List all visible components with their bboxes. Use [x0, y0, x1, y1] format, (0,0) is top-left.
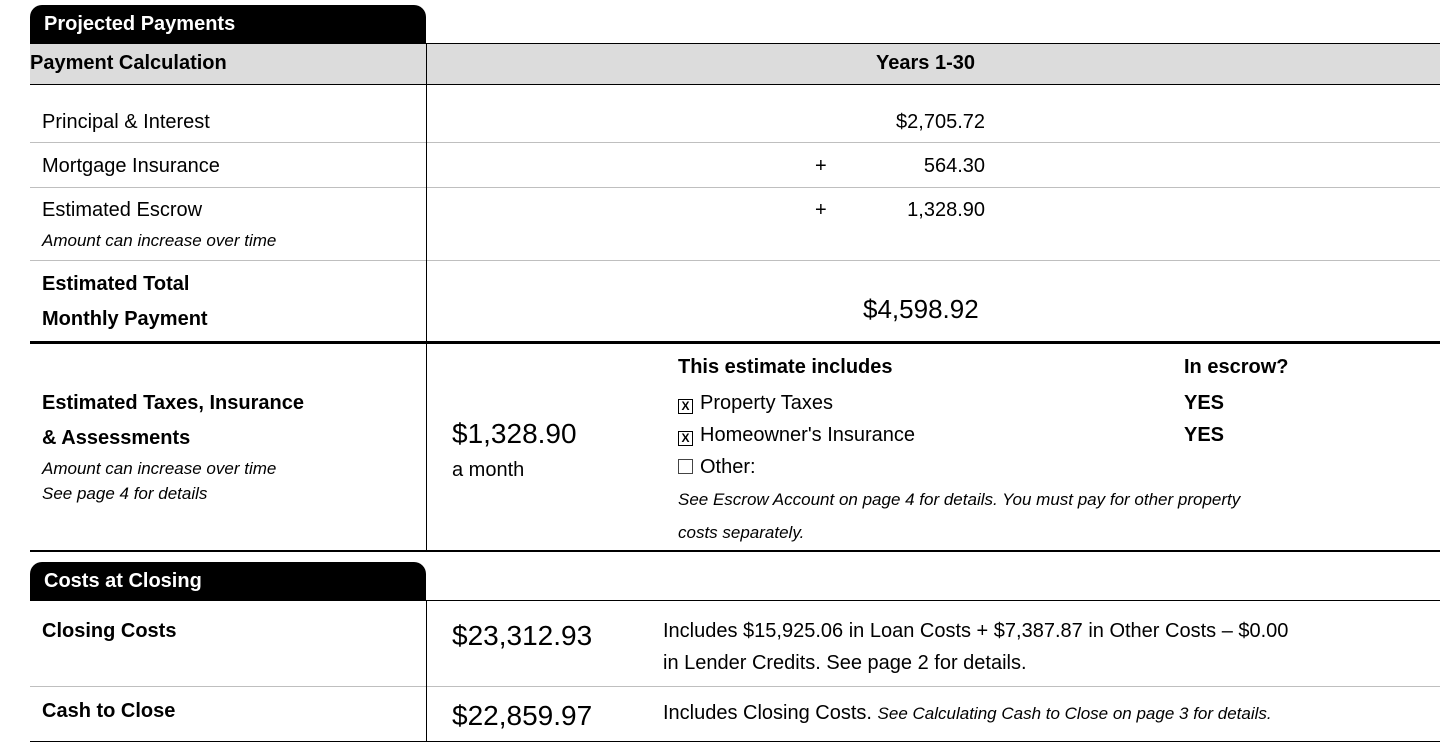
cash-to-close-desc-plain: Includes Closing Costs. — [663, 702, 872, 724]
payment-calculation-label: Payment Calculation — [30, 52, 227, 74]
taxes-note-line1: Amount can increase over time — [42, 459, 277, 478]
cash-to-close-desc: Includes Closing Costs. See Calculating … — [663, 702, 1272, 725]
estimated-total-label-line1: Estimated Total — [42, 273, 190, 295]
mortgage-insurance-sign: + — [815, 155, 827, 177]
include-item-homeowners-insurance: X Homeowner's Insurance — [678, 424, 915, 447]
costs-at-closing-title: Costs at Closing — [44, 569, 202, 592]
closing-costs-desc-line1: Includes $15,925.06 in Loan Costs + $7,3… — [663, 620, 1289, 642]
escrow-yes: YES — [1184, 424, 1225, 446]
escrow-footnote-line1: See Escrow Account on page 4 for details… — [678, 490, 1241, 509]
closing-costs-desc-line2: in Lender Credits. See page 2 for detail… — [663, 652, 1027, 674]
estimated-escrow-sign: + — [815, 199, 827, 221]
estimated-total-value: $4,598.92 — [863, 294, 979, 324]
taxes-amount: $1,328.90 — [452, 418, 577, 449]
include-item-label: Property Taxes — [700, 392, 834, 414]
projected-payments-tab: Projected Payments — [30, 5, 426, 43]
cash-to-close-label: Cash to Close — [42, 700, 176, 722]
divider — [30, 260, 1440, 261]
include-item-property-taxes: X Property Taxes — [678, 392, 833, 415]
closing-costs-amount: $23,312.93 — [452, 620, 593, 651]
includes-header: This estimate includes — [678, 356, 893, 378]
include-item-label: Homeowner's Insurance — [700, 424, 916, 446]
principal-interest-label: Principal & Interest — [42, 111, 210, 133]
checkbox-checked-icon: X — [678, 431, 693, 446]
costs-at-closing-tab: Costs at Closing — [30, 562, 426, 600]
column-divider — [426, 43, 427, 551]
bottom-border — [30, 741, 1440, 742]
include-item-other: Other: — [678, 456, 756, 479]
divider — [30, 686, 1440, 687]
escrow-footnote-line2: costs separately. — [678, 523, 805, 542]
divider — [30, 142, 1440, 143]
escrow-header: In escrow? — [1184, 356, 1289, 378]
mortgage-insurance-value: 564.30 — [923, 155, 985, 177]
section-divider — [30, 550, 1440, 552]
taxes-label-line2: & Assessments — [42, 427, 191, 449]
column-divider — [426, 600, 427, 742]
years-header: Years 1-30 — [876, 52, 975, 74]
divider — [30, 187, 1440, 188]
mortgage-insurance-label: Mortgage Insurance — [42, 155, 220, 177]
projected-payments-title: Projected Payments — [44, 12, 236, 35]
section-divider — [30, 600, 1440, 601]
principal-interest-value: $2,705.72 — [896, 111, 985, 133]
estimated-escrow-value: 1,328.90 — [907, 199, 985, 221]
checkbox-checked-icon: X — [678, 399, 693, 414]
cash-to-close-desc-italic: See Calculating Cash to Close on page 3 … — [877, 704, 1272, 723]
taxes-note-line2: See page 4 for details — [42, 484, 208, 503]
taxes-label-line1: Estimated Taxes, Insurance — [42, 392, 304, 414]
estimated-total-label-line2: Monthly Payment — [42, 308, 208, 330]
cash-to-close-amount: $22,859.97 — [452, 700, 593, 731]
checkbox-unchecked-icon — [678, 459, 693, 474]
include-item-label: Other: — [700, 456, 756, 478]
payment-calculation-header — [30, 43, 1440, 85]
estimated-escrow-note: Amount can increase over time — [42, 231, 277, 250]
taxes-amount-sub: a month — [452, 459, 525, 481]
section-divider — [30, 341, 1440, 344]
estimated-escrow-label: Estimated Escrow — [42, 199, 203, 221]
closing-costs-label: Closing Costs — [42, 620, 177, 642]
escrow-yes: YES — [1184, 392, 1225, 414]
